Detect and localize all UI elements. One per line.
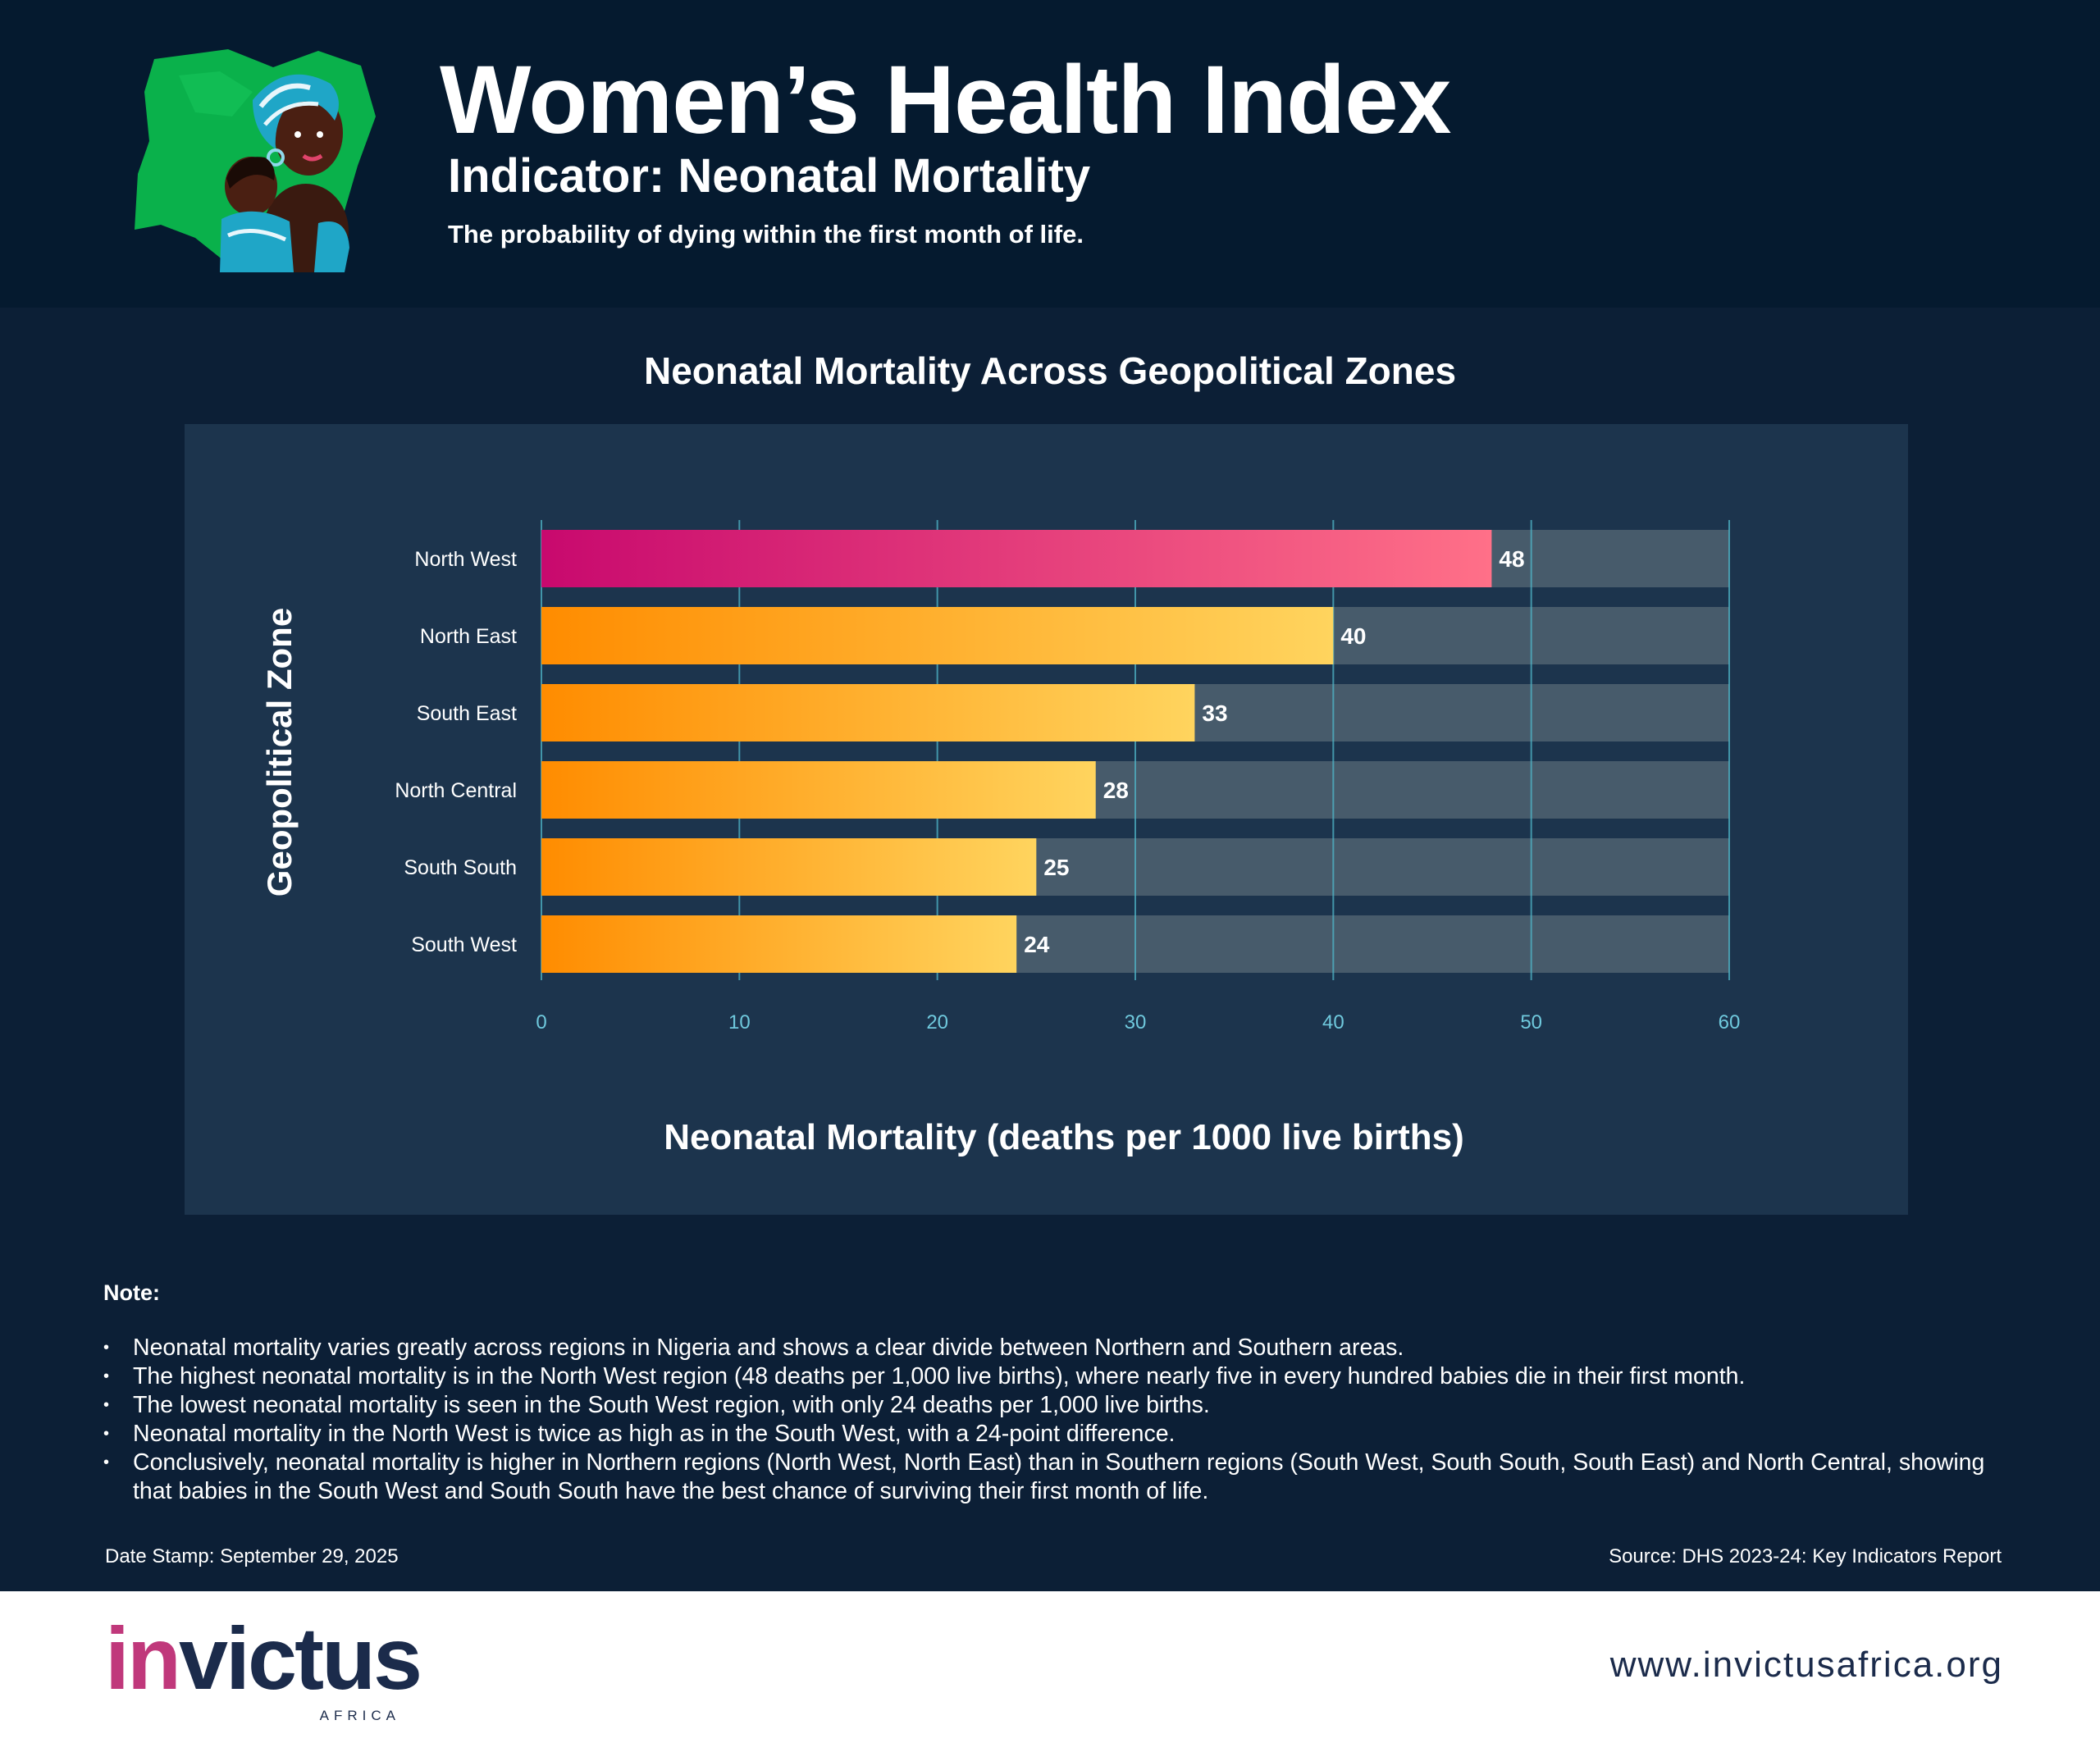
x-tick-label: 30 xyxy=(1125,1011,1147,1033)
x-tick-label: 50 xyxy=(1520,1011,1542,1033)
data-label: 40 xyxy=(1340,623,1366,649)
note-list: Neonatal mortality varies greatly across… xyxy=(103,1334,2006,1506)
bar-north-east xyxy=(541,607,1334,664)
x-tick-label: 40 xyxy=(1322,1011,1344,1033)
data-label: 28 xyxy=(1103,778,1129,803)
note-item: Conclusively, neonatal mortality is high… xyxy=(103,1449,2006,1506)
x-tick-label: 10 xyxy=(728,1011,751,1033)
nigeria-map-mother-child-illustration-icon xyxy=(135,49,376,272)
y-tick-label: South West xyxy=(411,933,517,956)
y-tick-label: South East xyxy=(417,702,517,725)
y-axis-title: Geopolitical Zone xyxy=(260,608,299,897)
page-title: Women’s Health Index xyxy=(440,46,1451,154)
bar-north-west xyxy=(541,530,1492,587)
note-item: Neonatal mortality in the North West is … xyxy=(103,1420,2006,1449)
bar-south-south xyxy=(541,838,1037,896)
indicator-description: The probability of dying within the firs… xyxy=(448,220,1084,249)
date-stamp: Date Stamp: September 29, 2025 xyxy=(105,1545,399,1567)
note-item: Neonatal mortality varies greatly across… xyxy=(103,1334,2006,1362)
bar-chart: North West 48 North East 40 South East 33 Nort… xyxy=(260,520,1741,1157)
logo-subtext: AFRICA xyxy=(319,1708,400,1723)
x-axis-title: Neonatal Mortality (deaths per 1000 live… xyxy=(664,1117,1464,1157)
source-citation: Source: DHS 2023-24: Key Indicators Repo… xyxy=(1609,1545,2002,1567)
note-heading: Note: xyxy=(103,1280,160,1305)
indicator-subtitle: Indicator: Neonatal Mortality xyxy=(448,149,1091,203)
note-item: The highest neonatal mortality is in the… xyxy=(103,1362,2006,1391)
y-tick-label: North Central xyxy=(395,779,517,802)
x-tick-label: 20 xyxy=(926,1011,948,1033)
chart-title: Neonatal Mortality Across Geopolitical Z… xyxy=(643,349,1457,392)
logo-wordmark: invictus xyxy=(105,1608,422,1708)
website-link[interactable]: www.invictusafrica.org xyxy=(1609,1645,2003,1685)
data-label: 48 xyxy=(1499,546,1524,572)
bar-north-central xyxy=(541,761,1096,819)
note-item: The lowest neonatal mortality is seen in… xyxy=(103,1391,2006,1420)
y-tick-label: South South xyxy=(404,856,517,879)
x-tick-label: 60 xyxy=(1719,1011,1741,1033)
y-tick-label: North West xyxy=(414,548,517,571)
y-tick-label: North East xyxy=(420,625,517,648)
data-label: 33 xyxy=(1202,700,1227,726)
invictus-africa-logo: invictus AFRICA xyxy=(105,1609,422,1724)
bar-south-east xyxy=(541,684,1195,741)
data-label: 24 xyxy=(1024,932,1050,957)
data-label: 25 xyxy=(1043,855,1069,880)
chart-panel: North West 48 North East 40 South East 33 Nort… xyxy=(185,424,1908,1215)
bar-south-west xyxy=(541,915,1017,973)
header-banner: Women’s Health Index Indicator: Neonatal… xyxy=(0,0,2100,308)
x-tick-label: 0 xyxy=(536,1011,546,1033)
footer: invictus AFRICA www.invictusafrica.org xyxy=(0,1591,2100,1743)
